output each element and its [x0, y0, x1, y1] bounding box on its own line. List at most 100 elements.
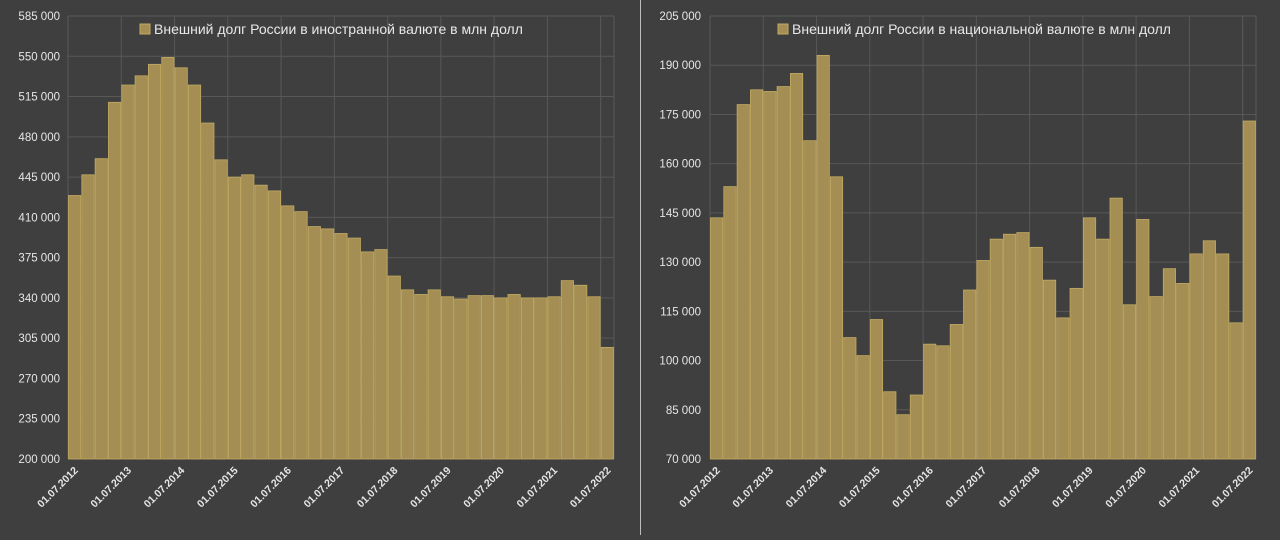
bar — [374, 249, 388, 460]
x-tick-label: 01.07.2016 — [890, 465, 936, 511]
y-tick-label: 160 000 — [659, 159, 701, 171]
legend-label: Внешний долг России в иностранной валюте… — [154, 21, 523, 37]
bar — [1056, 317, 1070, 460]
legend-swatch — [139, 23, 151, 35]
x-tick-label: 01.07.2015 — [195, 465, 241, 511]
bar — [321, 228, 335, 460]
x-tick-label: 01.07.2017 — [943, 465, 989, 511]
panel-divider — [640, 0, 641, 535]
y-tick-label: 115 000 — [660, 306, 701, 318]
bar — [816, 54, 830, 460]
x-tick-label: 01.07.2020 — [461, 465, 507, 511]
x-tick-label: 01.07.2021 — [1157, 465, 1203, 511]
legend: Внешний долг России в иностранной валюте… — [139, 21, 523, 37]
bar — [121, 84, 135, 460]
y-tick-label: 445 000 — [18, 172, 60, 184]
x-tick-label: 01.07.2015 — [837, 465, 883, 511]
y-tick-label: 205 000 — [659, 11, 701, 23]
bar — [267, 190, 281, 460]
bar — [1029, 246, 1043, 460]
x-tick-label: 01.07.2012 — [35, 465, 81, 511]
bar — [1016, 232, 1030, 460]
x-tick-label: 01.07.2022 — [1210, 465, 1256, 511]
bar — [763, 91, 777, 460]
y-tick-label: 145 000 — [659, 208, 701, 220]
x-tick-label: 01.07.2016 — [248, 465, 294, 511]
y-tick-label: 585 000 — [18, 11, 60, 23]
y-tick-label: 515 000 — [18, 92, 60, 104]
bar — [241, 174, 255, 460]
bar — [1229, 322, 1243, 460]
bar — [214, 159, 228, 460]
bar — [923, 343, 937, 460]
bar — [281, 205, 295, 460]
bar — [736, 104, 750, 460]
bar — [68, 195, 82, 460]
bar — [1003, 233, 1017, 460]
bar — [829, 176, 844, 460]
x-tick-label: 01.07.2018 — [355, 465, 401, 511]
y-tick-label: 375 000 — [18, 253, 60, 265]
bar — [1109, 197, 1123, 460]
bar — [1189, 253, 1203, 460]
bar — [750, 89, 764, 460]
bar — [94, 158, 108, 460]
bar — [467, 295, 481, 460]
x-tick-label: 01.07.2020 — [1103, 465, 1149, 511]
bar — [507, 294, 521, 460]
chart-1: 585 000 550 000 515 000 480 000 445 000 410 0… — [18, 11, 615, 511]
bar — [723, 186, 737, 460]
bar — [520, 297, 534, 460]
bar — [1136, 219, 1150, 460]
bar — [843, 337, 857, 460]
bar — [909, 394, 923, 460]
y-tick-label: 340 000 — [18, 293, 60, 305]
bar — [963, 289, 977, 460]
bar — [560, 280, 574, 460]
bar — [414, 294, 428, 460]
bar — [776, 86, 790, 460]
bar — [1162, 268, 1176, 460]
bar — [108, 101, 122, 460]
bar — [869, 319, 884, 460]
y-tick-label: 270 000 — [18, 373, 60, 385]
y-tick-label: 305 000 — [18, 333, 60, 345]
y-tick-label: 130 000 — [659, 257, 701, 269]
y-tick-label: 200 000 — [18, 454, 60, 466]
y-tick-label: 480 000 — [18, 132, 60, 144]
bar — [710, 217, 724, 460]
y-tick-label: 100 000 — [659, 356, 701, 368]
bar — [1202, 240, 1216, 460]
bar — [1242, 120, 1256, 460]
y-tick-label: 550 000 — [18, 51, 60, 63]
legend-label: Внешний долг России в национальной валют… — [792, 21, 1171, 37]
chart-2: 205 000 190 000 175 000 160 000 145 000 130 0… — [659, 11, 1257, 511]
bar — [534, 297, 548, 460]
bar — [856, 355, 870, 460]
y-tick-label: 85 000 — [666, 405, 701, 417]
bar — [949, 324, 963, 460]
y-tick-label: 175 000 — [659, 109, 701, 121]
bar — [254, 184, 268, 460]
bar — [587, 296, 601, 460]
bar — [1043, 279, 1057, 460]
x-tick-label: 01.07.2012 — [677, 465, 723, 511]
bar — [148, 63, 162, 460]
bar — [294, 211, 308, 460]
y-tick-label: 410 000 — [18, 212, 60, 224]
bar — [187, 84, 202, 460]
bar — [387, 275, 401, 460]
bar — [307, 226, 321, 460]
bar — [1122, 304, 1137, 460]
x-tick-label: 01.07.2014 — [784, 465, 830, 511]
x-tick-label: 01.07.2013 — [88, 465, 134, 511]
bar — [134, 75, 148, 460]
bar — [1176, 283, 1190, 460]
bar — [600, 346, 614, 460]
x-tick-label: 01.07.2018 — [997, 465, 1043, 511]
bar — [494, 297, 508, 460]
bar — [401, 289, 415, 460]
bar — [936, 345, 950, 460]
